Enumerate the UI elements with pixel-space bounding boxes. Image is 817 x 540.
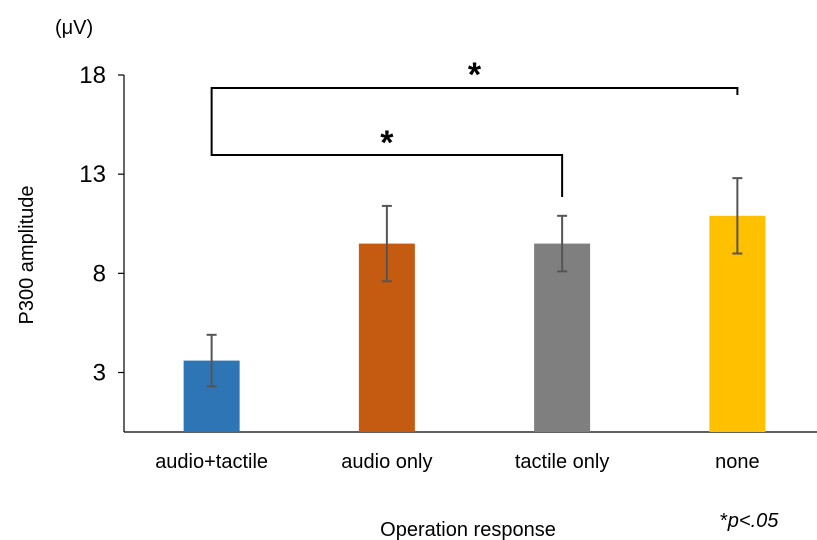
significance-star: * xyxy=(468,56,482,94)
x-tick-label: audio+tactile xyxy=(155,451,268,473)
significance-note-mark: * xyxy=(720,510,728,532)
x-axis-title: Operation response xyxy=(380,519,556,540)
y-unit-label: (μV) xyxy=(55,17,93,39)
plot-area: 3 8 13 18 audio+tactile audio only tactile onl… xyxy=(79,56,817,473)
y-tick-label: 13 xyxy=(79,161,106,188)
significance-bracket xyxy=(210,137,564,197)
y-tick-label: 18 xyxy=(79,62,106,89)
y-tick-label: 8 xyxy=(93,260,106,287)
significance-note-text: p<.05 xyxy=(727,510,779,532)
bar-2 xyxy=(534,243,591,432)
x-tick-label: none xyxy=(715,451,760,473)
significance-star: * xyxy=(380,124,394,162)
y-axis-title: P300 amplitude xyxy=(16,186,38,325)
x-tick-label: audio only xyxy=(341,451,432,473)
y-tick-label: 3 xyxy=(93,360,106,387)
significance-note: *p<.05 xyxy=(720,510,779,532)
significance-bracket xyxy=(210,87,739,137)
x-tick-label: tactile only xyxy=(515,451,610,473)
